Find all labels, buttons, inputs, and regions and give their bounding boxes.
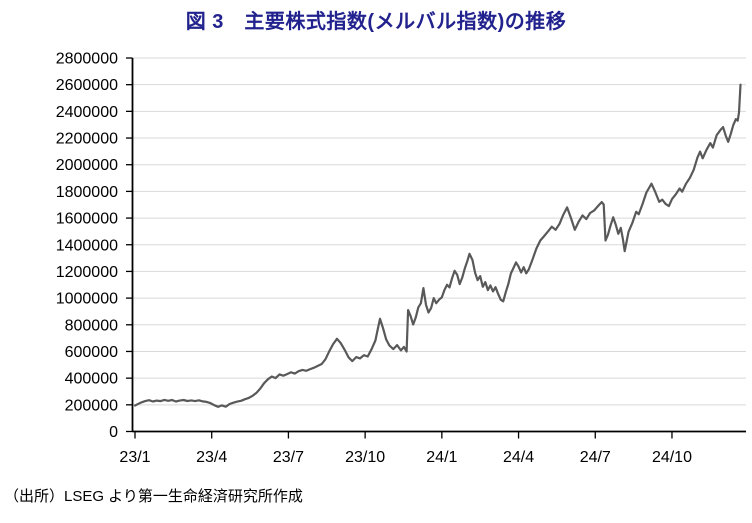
y-axis-label: 400000 (65, 371, 118, 388)
source-note: （出所）LSEG より第一生命経済研究所作成 (4, 488, 303, 505)
y-axis-label: 2800000 (56, 51, 118, 68)
x-axis-label: 23/1 (119, 449, 150, 466)
price-line (133, 83, 742, 408)
x-axis-label: 23/7 (273, 449, 304, 466)
x-axis-label: 24/1 (426, 449, 457, 466)
y-axis-label: 0 (109, 424, 118, 441)
x-axis-label: 24/4 (503, 449, 534, 466)
x-axis-label: 24/7 (580, 449, 611, 466)
y-axis-label: 200000 (65, 397, 118, 414)
y-axis-label: 1800000 (56, 184, 118, 201)
y-axis-label: 2600000 (56, 77, 118, 94)
y-axis-label: 2200000 (56, 131, 118, 148)
y-axis-label: 800000 (65, 317, 118, 334)
y-axis-label: 1000000 (56, 291, 118, 308)
x-axis-label: 24/10 (652, 449, 692, 466)
y-axis-label: 2400000 (56, 104, 118, 121)
x-axis-label: 23/10 (345, 449, 385, 466)
y-axis-label: 1200000 (56, 264, 118, 281)
y-axis-label: 1400000 (56, 237, 118, 254)
y-axis-label: 2000000 (56, 157, 118, 174)
y-axis-label: 1600000 (56, 211, 118, 228)
y-axis-label: 600000 (65, 344, 118, 361)
figure-title: 図 3 主要株式指数(メルバル指数)の推移 (185, 11, 567, 33)
x-axis-label: 23/4 (196, 449, 227, 466)
